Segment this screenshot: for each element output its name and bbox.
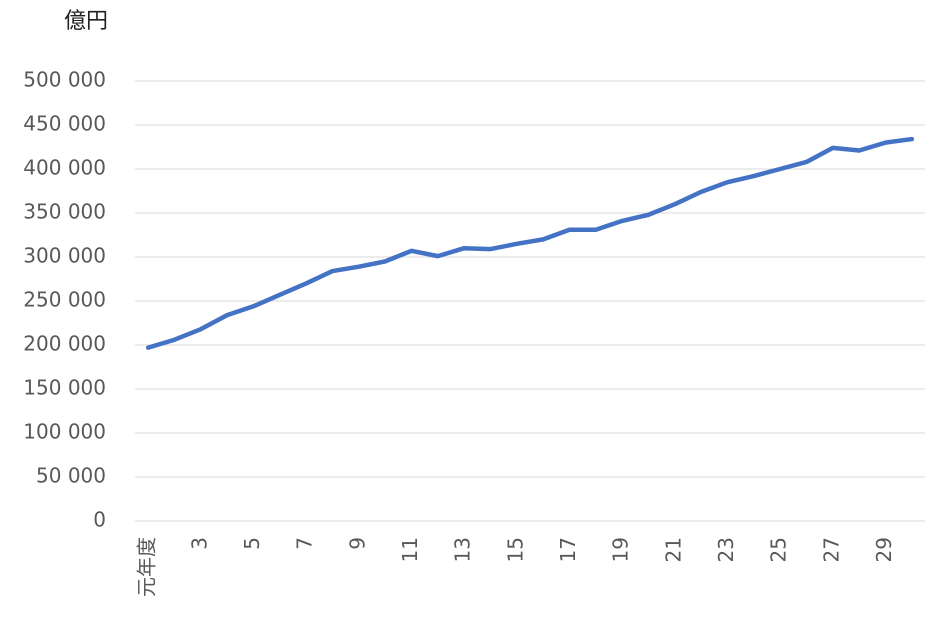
y-unit-label: 億円 [64,9,108,34]
x-tick-label: 29 [872,537,896,562]
series-line [145,136,915,350]
y-tick-label: 400 000 [23,156,106,180]
x-tick-label: 25 [767,537,791,562]
x-tick-label: 15 [503,537,527,562]
x-tick-label: 9 [345,537,369,550]
x-tick-label: 13 [451,537,475,562]
y-tick-label: 50 000 [36,464,106,488]
y-tick-label: 350 000 [23,200,106,224]
x-tick-label: 27 [819,537,843,562]
x-tick-label: 5 [240,537,264,550]
y-tick-label: 250 000 [23,288,106,312]
x-tick-label: 3 [187,537,211,550]
x-tick-label: 17 [556,537,580,562]
x-tick-label: 19 [609,537,633,562]
y-tick-label: 0 [93,508,106,532]
x-tick-label: 7 [293,537,317,550]
y-tick-label: 450 000 [23,112,106,136]
y-tick-label: 500 000 [23,68,106,92]
y-tick-label: 200 000 [23,332,106,356]
y-tick-label: 100 000 [23,420,106,444]
x-tick-label: 11 [398,537,422,562]
x-tick-label: 23 [714,537,738,562]
y-tick-label: 300 000 [23,244,106,268]
x-tick-label: 21 [661,537,685,562]
x-tick-label: 元年度 [135,537,159,597]
y-tick-label: 150 000 [23,376,106,400]
